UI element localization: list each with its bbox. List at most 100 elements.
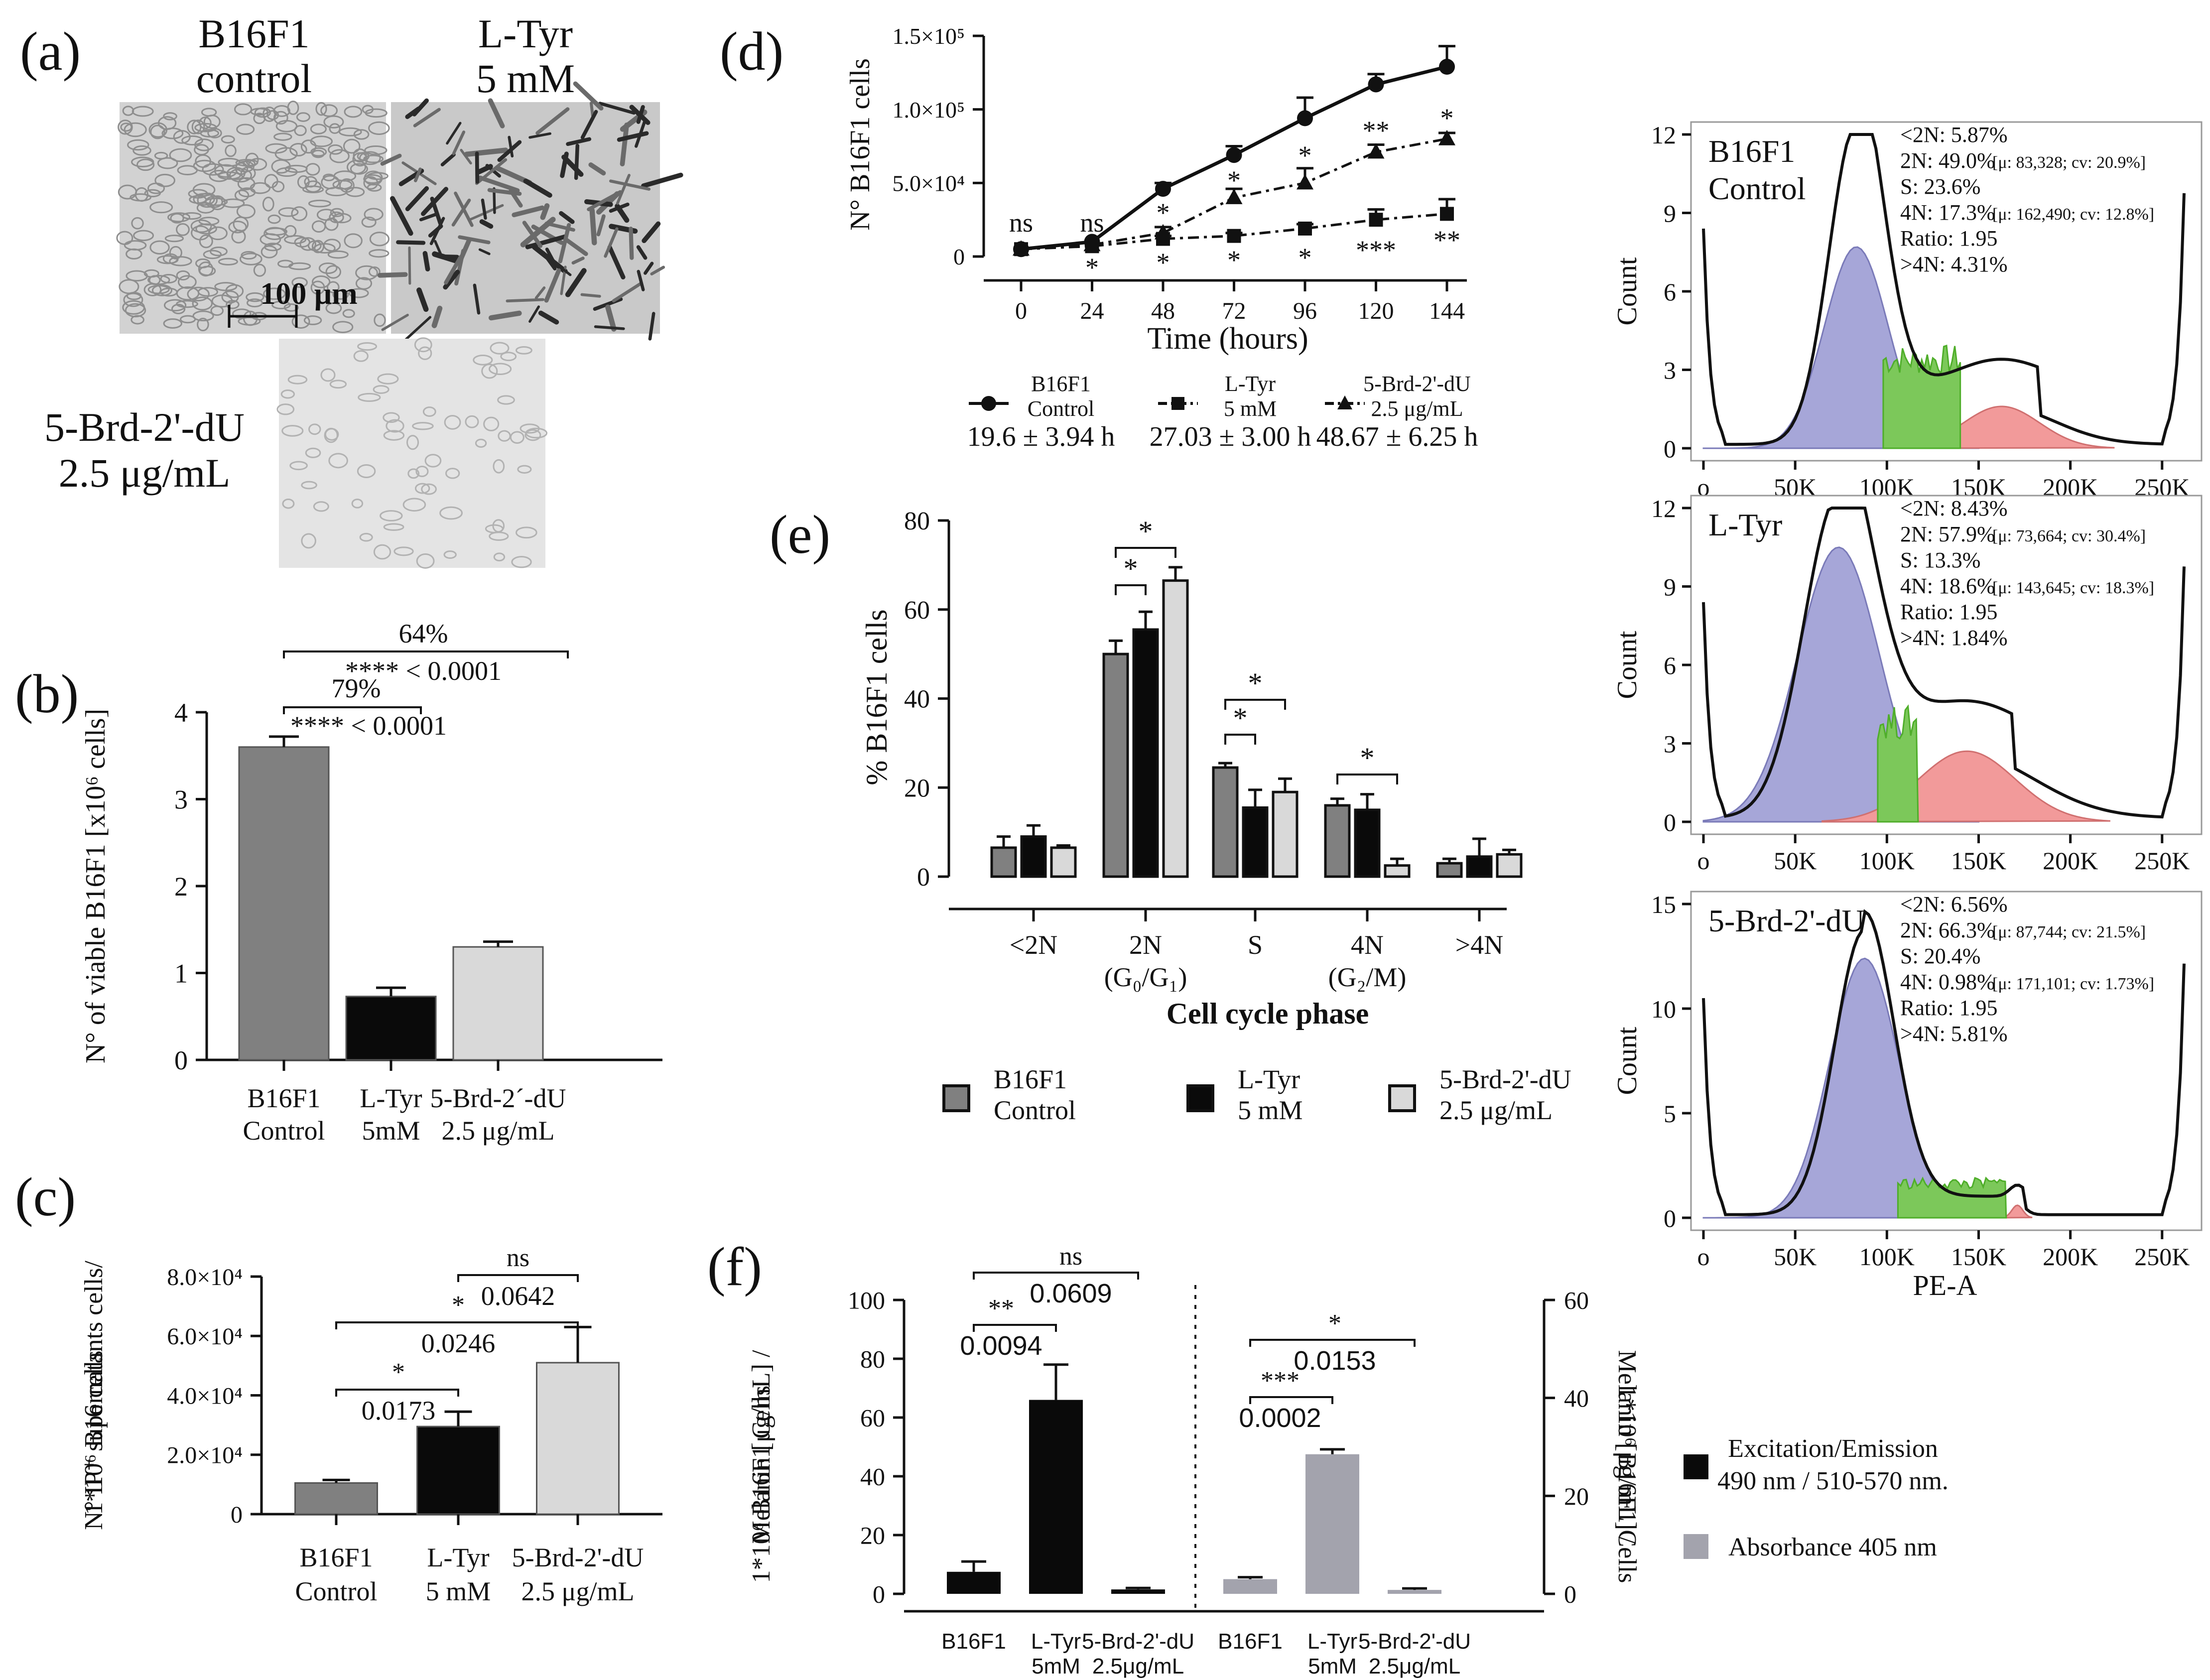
cell-outline: [406, 435, 419, 450]
bar: [1354, 808, 1381, 878]
cell-outline: [352, 152, 368, 167]
cell-outline: [284, 225, 297, 238]
dendrite-stroke: [454, 191, 474, 227]
cell-outline: [278, 207, 299, 217]
y-right-tick-label: 20: [1564, 1482, 1589, 1510]
dendrite-stroke: [380, 153, 402, 166]
legend-label: 5-Brd-2'-dU: [1439, 1064, 1571, 1094]
y-right-tick-label: 40: [1564, 1384, 1589, 1412]
x-tick-label: 2.5 μg/mL: [442, 1116, 555, 1146]
significance-bracket: [1249, 1396, 1333, 1404]
dendrite-stroke: [443, 269, 460, 290]
legend-label: 2.5 μg/mL: [1439, 1095, 1553, 1125]
bracket-label: *: [1248, 667, 1263, 699]
x-tick-label: 150K: [1951, 847, 2006, 875]
dendrite-stroke: [589, 207, 597, 246]
bar: [536, 1362, 620, 1515]
micrograph-label-control: control: [196, 56, 312, 101]
cell-outline: [176, 223, 190, 236]
y-left-tick-label: 100: [848, 1287, 885, 1314]
cell-outline: [200, 129, 220, 137]
legend-label: L-Tyr: [1225, 372, 1276, 396]
dendrite-stroke: [580, 293, 601, 298]
x-tick-label: 5 mM: [426, 1576, 491, 1606]
cell-outline: [481, 364, 498, 379]
cell-outline: [342, 309, 355, 318]
dendrite-stroke: [609, 202, 630, 213]
y-tick-label: 6: [1664, 278, 1676, 306]
cell-outline: [143, 269, 159, 278]
stat-line: 2N: 57.9%: [1900, 522, 1995, 546]
bar: [416, 1425, 500, 1515]
dendrite-stroke: [589, 102, 594, 118]
cell-outline: [118, 120, 133, 135]
y-tick-label: 60: [904, 596, 930, 625]
cell-outline: [283, 303, 299, 312]
cell-outline: [315, 102, 327, 116]
bar: [1050, 846, 1077, 878]
y-axis-label: Melanin [μg/mL] /: [1613, 1350, 1641, 1544]
cell-outline: [236, 124, 255, 135]
cell-outline: [289, 461, 308, 471]
cell-outline: [263, 287, 286, 300]
cell-outline: [515, 346, 532, 355]
dendrite-stroke: [413, 108, 441, 128]
x-tick-label: 5-Brd-2´-dU: [430, 1083, 566, 1113]
dendrite-stroke: [432, 251, 459, 264]
x-tick-label: 50K: [1774, 1243, 1817, 1271]
cell-outline: [350, 163, 368, 175]
data-point: [1438, 129, 1455, 145]
cell-outline: [273, 105, 290, 117]
cell-outline: [132, 145, 151, 156]
cell-outline: [296, 112, 310, 122]
dendrite-stroke: [564, 237, 588, 256]
significance-bracket: [1336, 774, 1398, 784]
cell-outline: [364, 145, 388, 155]
micrograph-label-ltyr: 5 mM: [476, 56, 575, 101]
stat-line: 2N: 49.0%: [1900, 148, 1995, 173]
y-axis-label: % B16F1 cells: [860, 609, 893, 785]
x-tick-label: 100K: [1859, 1243, 1915, 1271]
dendrite-stroke: [390, 196, 413, 236]
data-point: [1013, 240, 1030, 256]
bracket-label: ns: [1059, 1242, 1082, 1271]
cell-outline: [280, 389, 295, 399]
cell-outline: [233, 216, 249, 232]
cell-outline: [134, 187, 149, 202]
dendrite-stroke: [580, 110, 598, 139]
cell-outline: [194, 123, 217, 132]
cell-outline: [416, 553, 435, 569]
y-right-tick-label: 60: [1564, 1287, 1589, 1314]
x-tick-label: o: [1697, 847, 1710, 875]
y-tick-label: 20: [904, 774, 930, 802]
significance-mark: *: [1227, 245, 1241, 275]
cell-outline: [281, 425, 304, 437]
dendrite-stroke: [479, 219, 494, 229]
cell-outline: [332, 321, 354, 333]
x-tick-label: 150K: [1951, 473, 2006, 501]
cell-outline: [181, 135, 203, 146]
x-tick-label: S: [1248, 930, 1263, 960]
legend-swatch: [1684, 1454, 1708, 1479]
x-tick-label: 2.5μg/mL: [1369, 1654, 1460, 1679]
cell-outline: [301, 533, 316, 549]
dendrite-stroke: [419, 213, 438, 222]
cell-outline: [493, 459, 505, 474]
x-tick-label: 50K: [1774, 473, 1817, 501]
bracket-label: *: [392, 1358, 405, 1387]
cell-outline: [149, 240, 170, 255]
cell-outline: [443, 550, 457, 559]
bar: [1436, 862, 1463, 878]
cell-outline: [510, 431, 524, 444]
histogram-title: B16F1: [1708, 133, 1795, 169]
cell-outline: [311, 240, 325, 254]
legend-label: B16F1: [1031, 372, 1091, 396]
s-phase-fill: [1882, 344, 1961, 449]
cell-outline: [182, 212, 202, 220]
cell-outline: [357, 464, 376, 478]
cell-outline: [131, 217, 144, 230]
x-tick-label: 4N: [1351, 930, 1384, 960]
dendrite-stroke: [473, 283, 481, 315]
cell-outline: [157, 157, 178, 169]
